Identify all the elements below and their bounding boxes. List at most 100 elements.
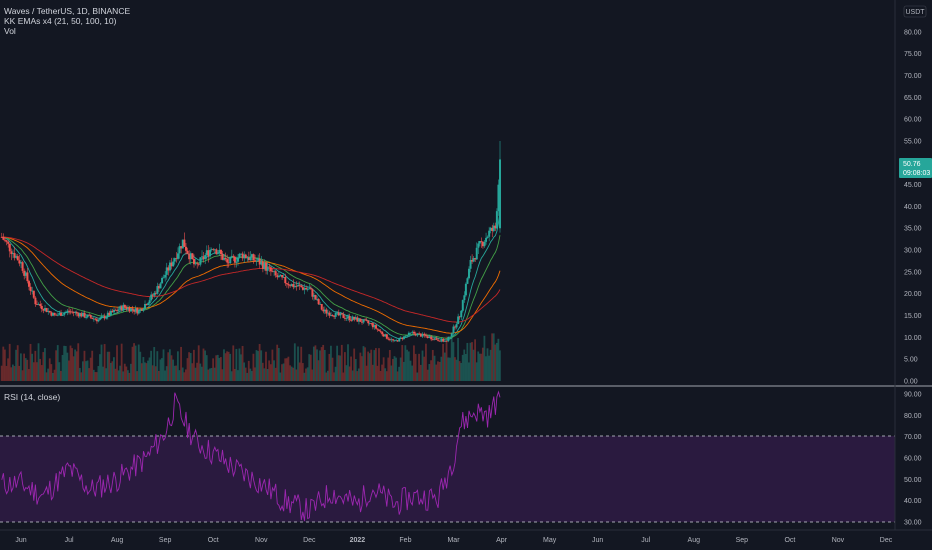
volume-bar bbox=[210, 368, 213, 381]
volume-indicator-label[interactable]: Vol bbox=[4, 26, 16, 36]
volume-bar bbox=[44, 348, 46, 381]
rsi-axis[interactable]: 30.00 40.00 50.00 60.00 70.00 80.00 90.00 bbox=[904, 392, 922, 527]
volume-bar bbox=[406, 349, 408, 381]
volume-bar bbox=[8, 343, 11, 381]
candle-body bbox=[334, 312, 337, 317]
rsi-tick-label: 90.00 bbox=[904, 392, 922, 399]
price-tick-label: 65.00 bbox=[904, 95, 922, 102]
volume-bar bbox=[20, 353, 22, 381]
candle-body bbox=[466, 278, 469, 284]
price-tick-label: 60.00 bbox=[904, 117, 922, 124]
price-tick-label: 10.00 bbox=[904, 335, 922, 342]
candle-body bbox=[181, 239, 184, 249]
candle-body bbox=[102, 315, 105, 317]
candle-body bbox=[413, 331, 416, 334]
volume-bar bbox=[466, 342, 469, 381]
volume-bar bbox=[196, 362, 199, 381]
candle-body bbox=[351, 316, 354, 321]
candle-body bbox=[229, 256, 232, 264]
ema-indicator-label[interactable]: KK EMAs x4 (21, 50, 100, 10) bbox=[4, 16, 117, 26]
candle-body bbox=[5, 240, 8, 242]
candle-body bbox=[204, 254, 207, 260]
volume-bar bbox=[170, 355, 173, 381]
volume-bar bbox=[194, 367, 197, 381]
candle-body bbox=[263, 262, 266, 270]
candle-body bbox=[320, 304, 323, 310]
candle-body bbox=[3, 239, 6, 241]
currency-label[interactable]: USDT bbox=[903, 5, 927, 18]
candle-body bbox=[53, 312, 56, 315]
volume-bar bbox=[176, 351, 179, 381]
volume-bar bbox=[184, 369, 187, 381]
volume-bar bbox=[243, 362, 246, 381]
volume-bar bbox=[316, 349, 318, 381]
volume-bar bbox=[148, 357, 151, 381]
candle-body bbox=[164, 274, 167, 278]
volume-bar bbox=[133, 343, 135, 381]
candle-body bbox=[83, 312, 86, 318]
volume-bar bbox=[78, 367, 81, 381]
volume-bar bbox=[103, 344, 106, 381]
candle-body bbox=[497, 184, 500, 212]
volume-bar bbox=[47, 368, 50, 381]
price-tick-label: 30.00 bbox=[904, 248, 922, 255]
volume-bar bbox=[226, 351, 228, 381]
candle-body bbox=[399, 337, 402, 339]
volume-bar bbox=[219, 357, 222, 381]
rsi-tick-label: 30.00 bbox=[904, 520, 922, 527]
volume-bar bbox=[32, 362, 35, 381]
candle-body bbox=[404, 335, 407, 337]
volume-bar bbox=[238, 348, 241, 381]
candle-body bbox=[159, 283, 162, 289]
volume-bar bbox=[23, 353, 26, 381]
volume-bar bbox=[45, 372, 48, 381]
price-tick-label: 75.00 bbox=[904, 51, 922, 58]
candle-body bbox=[153, 292, 156, 296]
volume-bar bbox=[130, 363, 132, 381]
volume-bar bbox=[268, 360, 271, 381]
price-tick-label: 45.00 bbox=[904, 182, 922, 189]
price-axis[interactable]: 0.00 5.00 10.00 15.00 20.00 25.00 30.00 35.00 40… bbox=[904, 8, 922, 386]
candle-body bbox=[97, 319, 100, 322]
candle-body bbox=[233, 256, 236, 263]
candle-body bbox=[126, 307, 129, 310]
volume-bar bbox=[61, 354, 64, 381]
volume-bar bbox=[151, 365, 154, 381]
volume-bar bbox=[373, 350, 376, 381]
volume-bar bbox=[106, 351, 109, 381]
candle-body bbox=[382, 334, 385, 337]
candle-body bbox=[241, 253, 244, 259]
candle-body bbox=[312, 295, 315, 297]
volume-bar bbox=[289, 365, 291, 381]
candle-body bbox=[40, 305, 43, 310]
candle-body bbox=[359, 318, 362, 322]
candle-body bbox=[426, 336, 429, 339]
candle-body bbox=[250, 254, 253, 257]
candle-body bbox=[111, 310, 114, 313]
volume-bar bbox=[63, 345, 66, 381]
time-tick-label: Jul bbox=[641, 537, 650, 544]
volume-bar bbox=[390, 365, 393, 381]
candle-body bbox=[131, 308, 134, 310]
volume-bar bbox=[271, 349, 274, 381]
volume-bar bbox=[111, 361, 114, 381]
candle-body bbox=[449, 336, 452, 338]
symbol-title[interactable]: Waves / TetherUS, 1D, BINANCE bbox=[4, 6, 131, 16]
candle-body bbox=[477, 243, 480, 248]
candle-body bbox=[348, 316, 351, 321]
candle-body bbox=[433, 338, 436, 340]
candle-body bbox=[345, 318, 348, 319]
candle-body bbox=[227, 262, 230, 264]
time-axis[interactable]: Jun Jul Aug Sep Oct Nov Dec 2022 Feb Mar Apr May Jun… bbox=[15, 537, 892, 544]
candle-body bbox=[139, 308, 142, 311]
candle-body bbox=[491, 227, 494, 232]
volume-bar bbox=[265, 351, 267, 381]
volume-bar bbox=[7, 358, 9, 381]
candle-body bbox=[189, 253, 192, 260]
price-tick-label: 70.00 bbox=[904, 73, 922, 80]
candle-body bbox=[2, 237, 5, 240]
candle-body bbox=[293, 285, 296, 288]
rsi-indicator-label[interactable]: RSI (14, close) bbox=[4, 392, 61, 402]
volume-bar bbox=[257, 351, 259, 381]
